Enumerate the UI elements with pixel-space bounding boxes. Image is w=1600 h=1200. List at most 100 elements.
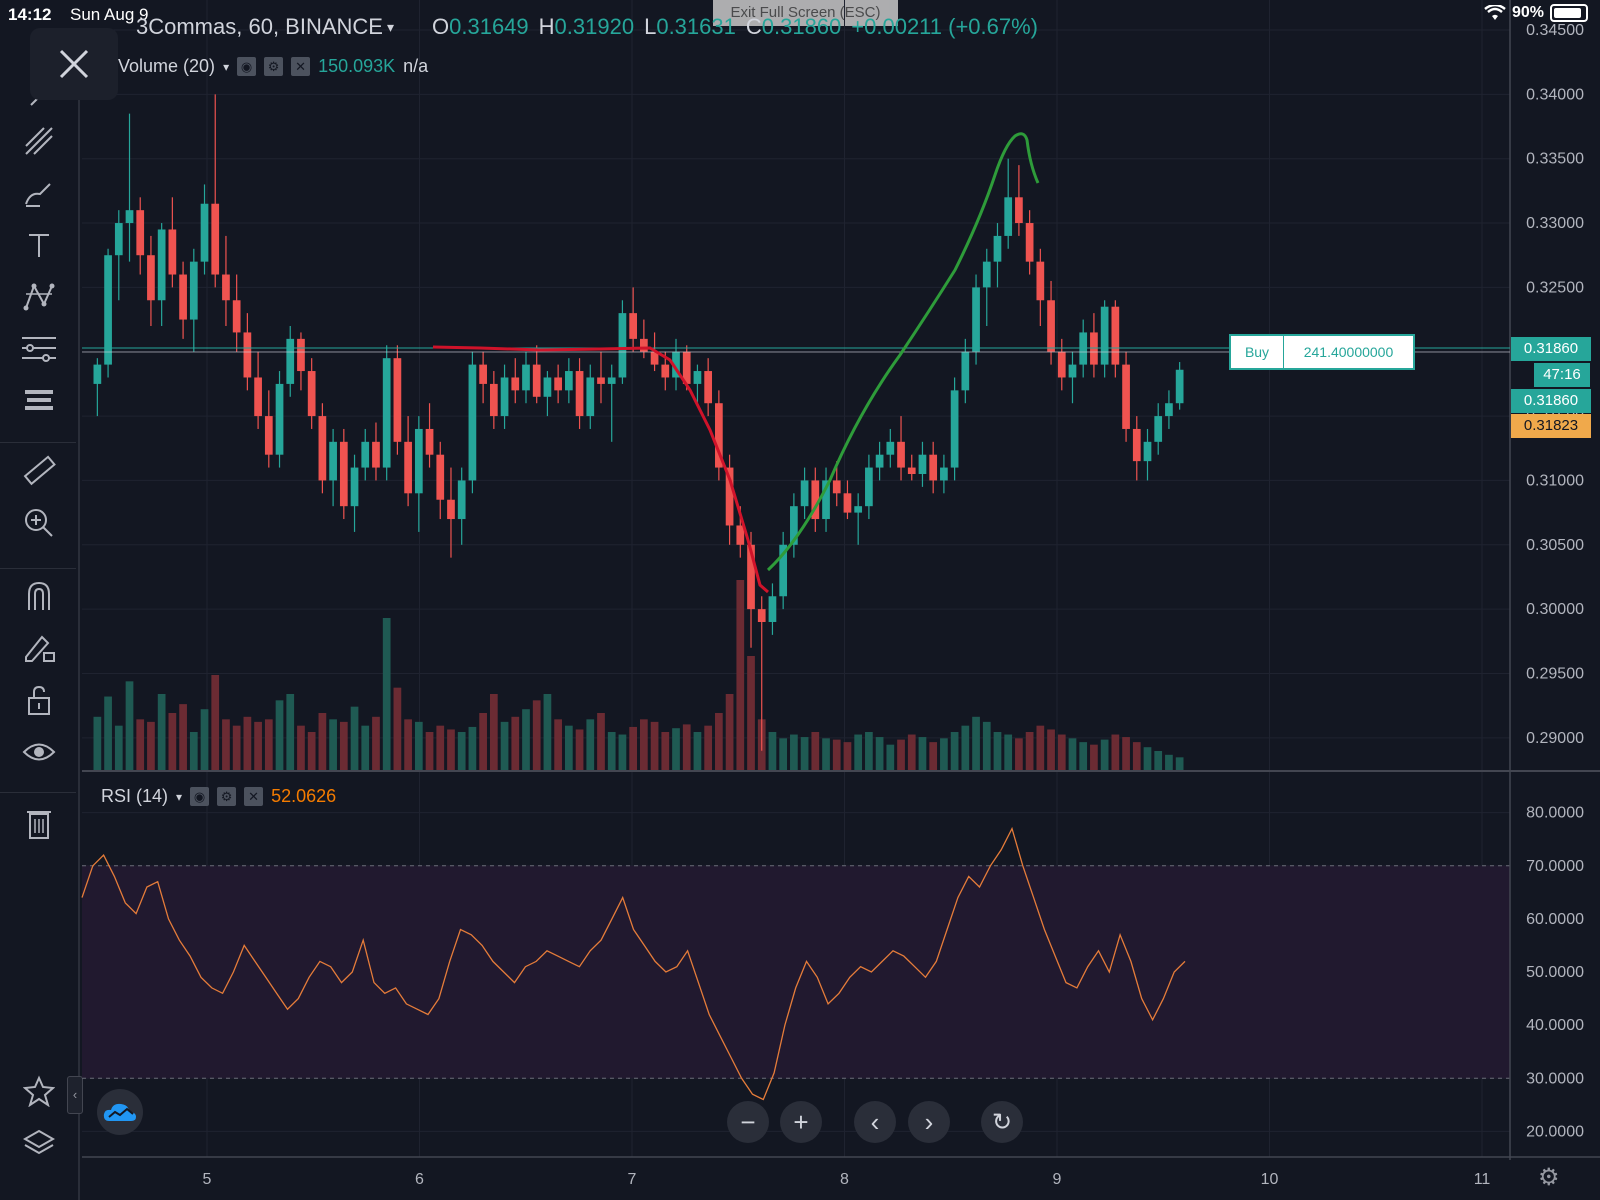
ruler-icon[interactable] (14, 450, 64, 492)
candle-body (179, 274, 187, 320)
brush-icon[interactable] (14, 172, 64, 214)
eye-icon[interactable] (14, 731, 64, 773)
ios-status-bar: 14:12 Sun Aug 9 90% (0, 0, 1600, 28)
remove-icon[interactable]: ✕ (244, 787, 264, 806)
zoom-in-button[interactable]: + (780, 1101, 822, 1143)
prediction-icon[interactable] (14, 380, 64, 422)
pattern-icon[interactable] (14, 276, 64, 318)
chevron-down-icon[interactable]: ▾ (386, 18, 394, 35)
layers-icon[interactable] (14, 1122, 64, 1164)
close-icon (59, 49, 89, 79)
price-tick-label: 0.30000 (1526, 601, 1584, 618)
settings-icon[interactable]: ⚙ (264, 57, 284, 76)
close-button[interactable] (30, 28, 118, 100)
visibility-icon[interactable]: ◉ (190, 787, 210, 806)
scroll-right-button[interactable]: › (908, 1101, 950, 1143)
candle-body (875, 454, 884, 468)
time-tick-label: 7 (628, 1171, 637, 1188)
chevron-down-icon[interactable]: ▾ (223, 59, 230, 74)
countdown-label: 47:16 (1534, 363, 1590, 387)
candle-body (747, 544, 755, 610)
volume-bar (950, 732, 959, 770)
candle-body (779, 544, 788, 597)
volume-bar (854, 734, 863, 770)
candle-body (447, 499, 455, 520)
volume-bar (104, 696, 112, 770)
volume-bar (339, 721, 348, 770)
volume-bar (725, 694, 734, 770)
time-tick-label: 11 (1474, 1171, 1491, 1188)
zoom-out-button[interactable]: − (727, 1101, 769, 1143)
volume-bar (672, 728, 680, 770)
cloud-button[interactable] (97, 1089, 143, 1135)
volume-bar (457, 732, 466, 770)
lock-icon[interactable] (14, 679, 64, 721)
candle-body (586, 377, 595, 417)
volume-bar (275, 700, 284, 770)
candle-body (489, 383, 498, 417)
low-value: L0.31631 (644, 14, 736, 39)
candle-body (618, 313, 627, 378)
chevron-left-icon: ‹ (870, 1106, 880, 1137)
volume-bar (811, 732, 820, 770)
volume-bar (554, 719, 562, 770)
symbol-title[interactable]: 3Commas, 60, BINANCE (136, 14, 383, 39)
rsi-tick-label: 80.0000 (1526, 805, 1584, 822)
rsi-line (81, 826, 1186, 1101)
price-tick-label: 0.29000 (1526, 730, 1584, 747)
volume-bar (1015, 738, 1023, 770)
volume-extra: n/a (403, 56, 429, 76)
gear-icon[interactable]: ⚙ (1538, 1164, 1560, 1191)
remove-icon[interactable]: ✕ (291, 57, 311, 76)
candle-body (114, 223, 123, 256)
candle-body (564, 371, 573, 391)
volume-title[interactable]: Volume (20) (118, 56, 216, 76)
volume-bar (200, 709, 209, 770)
price-tick-label: 0.33500 (1526, 151, 1584, 168)
candle-body (972, 287, 980, 352)
plus-icon: + (793, 1106, 809, 1137)
volume-bar (1079, 742, 1088, 770)
trend-line-icon[interactable] (14, 120, 64, 162)
price-tick-label: 0.34500 (1526, 22, 1584, 39)
volume-bar (982, 721, 991, 770)
fib-icon[interactable] (14, 328, 64, 370)
volume-bar (779, 738, 788, 770)
volume-bar (264, 719, 273, 770)
buy-order-box[interactable]: Buy 241.40000000 (1229, 334, 1415, 370)
chevron-down-icon[interactable]: ▾ (176, 789, 183, 804)
rsi-title[interactable]: RSI (14) (101, 786, 169, 806)
candle-body (790, 506, 798, 545)
volume-bar (1004, 734, 1013, 770)
settings-icon[interactable]: ⚙ (217, 787, 237, 806)
text-icon[interactable] (14, 224, 64, 266)
volume-bar (715, 713, 723, 770)
candle-body (940, 467, 948, 481)
rsi-value: 52.0626 (271, 786, 337, 806)
trash-icon[interactable] (14, 802, 64, 844)
reset-button[interactable]: ↻ (981, 1101, 1023, 1143)
volume-bar (404, 719, 412, 770)
rsi-tick-label: 70.0000 (1526, 858, 1584, 875)
toolbar-collapse-handle[interactable]: ‹ (67, 1076, 83, 1114)
lock-drawing-icon[interactable] (14, 627, 64, 669)
volume-bar (886, 744, 895, 770)
status-right: 90% (1484, 4, 1588, 22)
volume-bar (425, 732, 434, 770)
volume-bar (1175, 757, 1184, 770)
volume-bar (125, 681, 134, 770)
volume-bar (93, 716, 102, 770)
candle-body (532, 364, 541, 397)
zoom-in-icon[interactable] (14, 502, 64, 544)
scroll-left-button[interactable]: ‹ (854, 1101, 896, 1143)
magnet-icon[interactable] (14, 575, 64, 617)
volume-bar (940, 738, 948, 770)
candle-body (1068, 364, 1077, 378)
volume-bar (168, 713, 177, 770)
star-icon[interactable] (14, 1070, 64, 1112)
exit-fullscreen-button[interactable]: Exit Full Screen (ESC) (713, 0, 898, 26)
visibility-icon[interactable]: ◉ (237, 57, 257, 76)
candle-body (1175, 369, 1184, 404)
candle-body (286, 338, 295, 384)
